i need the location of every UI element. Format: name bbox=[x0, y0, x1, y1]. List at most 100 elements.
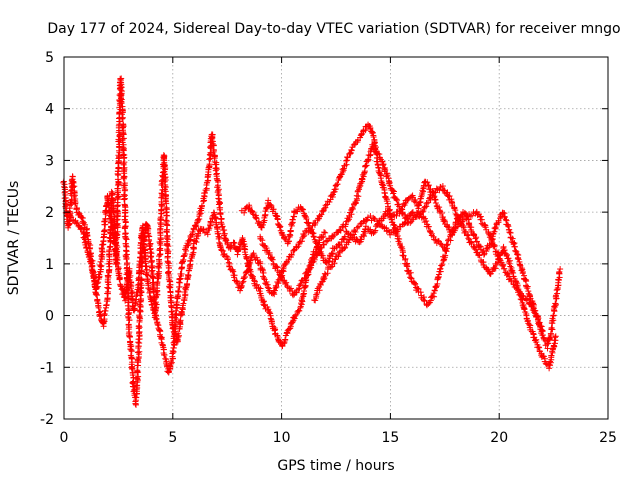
data-point-track-b bbox=[98, 252, 105, 259]
data-point-track-b bbox=[132, 296, 139, 303]
data-point-track-b bbox=[154, 271, 161, 278]
data-point-track-a bbox=[267, 315, 274, 322]
data-point-track-a bbox=[70, 178, 77, 185]
data-point-track-a bbox=[123, 254, 130, 261]
data-point-track-a bbox=[236, 244, 243, 251]
data-point-track-b bbox=[145, 285, 152, 292]
data-point-track-a bbox=[160, 342, 167, 349]
data-point-track-a bbox=[60, 179, 67, 186]
data-point-track-a bbox=[121, 225, 128, 232]
data-point-track-a bbox=[122, 186, 129, 193]
data-point-track-a bbox=[134, 362, 141, 369]
data-point-track-b bbox=[114, 260, 121, 267]
data-point-track-a bbox=[215, 201, 222, 208]
data-point-track-a bbox=[292, 312, 299, 319]
data-point-track-a bbox=[248, 272, 255, 279]
data-point-track-a bbox=[106, 248, 113, 255]
data-point-track-b bbox=[94, 280, 101, 287]
data-point-track-a bbox=[282, 336, 289, 343]
data-point-track-a bbox=[119, 115, 126, 122]
data-point-track-a bbox=[121, 159, 128, 166]
data-point-track-b bbox=[112, 241, 119, 248]
data-point-track-a bbox=[179, 259, 186, 266]
data-point-track-a bbox=[175, 287, 182, 294]
data-point-track-a bbox=[195, 216, 202, 223]
data-point-track-a bbox=[163, 361, 170, 368]
data-point-track-a bbox=[260, 301, 267, 308]
data-point-track-a bbox=[117, 85, 124, 92]
data-point-track-a bbox=[148, 253, 155, 260]
data-point-track-b bbox=[155, 264, 162, 271]
data-point-track-a bbox=[178, 270, 185, 277]
data-point-track-b bbox=[86, 252, 93, 259]
data-point-track-a bbox=[206, 156, 213, 163]
data-point-track-a bbox=[137, 298, 144, 305]
data-point-track-a bbox=[134, 356, 141, 363]
data-point-track-a bbox=[78, 214, 85, 221]
data-point-track-a bbox=[165, 368, 172, 375]
data-point-track-a bbox=[296, 307, 303, 314]
data-point-track-a bbox=[129, 366, 136, 373]
data-point-track-a bbox=[219, 223, 226, 230]
data-point-track-a bbox=[75, 209, 82, 216]
data-point-track-a bbox=[322, 229, 329, 236]
data-point-track-a bbox=[134, 375, 141, 382]
data-point-track-a bbox=[121, 196, 128, 203]
data-point-track-a bbox=[136, 307, 143, 314]
data-point-track-a bbox=[291, 315, 298, 322]
data-point-track-a bbox=[129, 383, 136, 390]
data-points bbox=[60, 75, 564, 408]
data-point-track-a bbox=[215, 187, 222, 194]
data-point-track-b bbox=[110, 237, 117, 244]
data-point-track-b bbox=[95, 279, 102, 286]
data-point-track-a bbox=[138, 295, 145, 302]
data-point-track-a bbox=[133, 401, 140, 408]
data-point-track-a bbox=[198, 202, 205, 209]
data-point-track-b bbox=[146, 289, 153, 296]
data-point-track-b bbox=[96, 262, 103, 269]
data-point-track-a bbox=[128, 364, 135, 371]
data-point-track-b bbox=[74, 219, 81, 226]
data-point-track-a bbox=[135, 322, 142, 329]
data-point-track-b bbox=[137, 260, 144, 267]
data-point-track-a bbox=[121, 195, 128, 202]
data-point-track-a bbox=[149, 267, 156, 274]
data-point-track-b bbox=[157, 245, 164, 252]
data-point-track-a bbox=[210, 147, 217, 154]
chart-title: Day 177 of 2024, Sidereal Day-to-day VTE… bbox=[47, 21, 620, 37]
data-point-track-b bbox=[77, 226, 84, 233]
data-point-track-b bbox=[148, 298, 155, 305]
data-point-track-a bbox=[72, 201, 79, 208]
data-point-track-a bbox=[70, 184, 77, 191]
data-point-track-a bbox=[173, 310, 180, 317]
data-point-track-a bbox=[148, 258, 155, 265]
data-point-track-a bbox=[114, 208, 121, 215]
data-point-track-b bbox=[96, 271, 103, 278]
data-point-track-a bbox=[234, 251, 241, 258]
data-point-track-b bbox=[139, 230, 146, 237]
data-point-track-a bbox=[161, 352, 168, 359]
data-point-track-a bbox=[293, 311, 300, 318]
data-point-track-a bbox=[230, 239, 237, 246]
data-point-track-b bbox=[78, 225, 85, 232]
data-point-track-a bbox=[320, 233, 327, 240]
data-point-track-b bbox=[67, 213, 74, 220]
data-point-track-b bbox=[154, 280, 161, 287]
data-point-track-b bbox=[135, 275, 142, 282]
data-point-track-a bbox=[136, 313, 143, 320]
data-point-track-a bbox=[145, 232, 152, 239]
data-point-track-b bbox=[116, 276, 123, 283]
data-point-track-b bbox=[71, 219, 78, 226]
data-point-track-b bbox=[109, 226, 116, 233]
data-point-track-a bbox=[104, 290, 111, 297]
data-point-track-a bbox=[241, 245, 248, 252]
data-point-track-a bbox=[154, 319, 161, 326]
data-point-track-b bbox=[99, 249, 106, 256]
data-point-track-a bbox=[126, 317, 133, 324]
data-point-track-b bbox=[83, 244, 90, 251]
data-point-track-a bbox=[117, 79, 124, 86]
data-point-track-a bbox=[136, 324, 143, 331]
data-point-track-a bbox=[169, 347, 176, 354]
data-point-track-a bbox=[114, 185, 121, 192]
data-point-track-a bbox=[104, 284, 111, 291]
